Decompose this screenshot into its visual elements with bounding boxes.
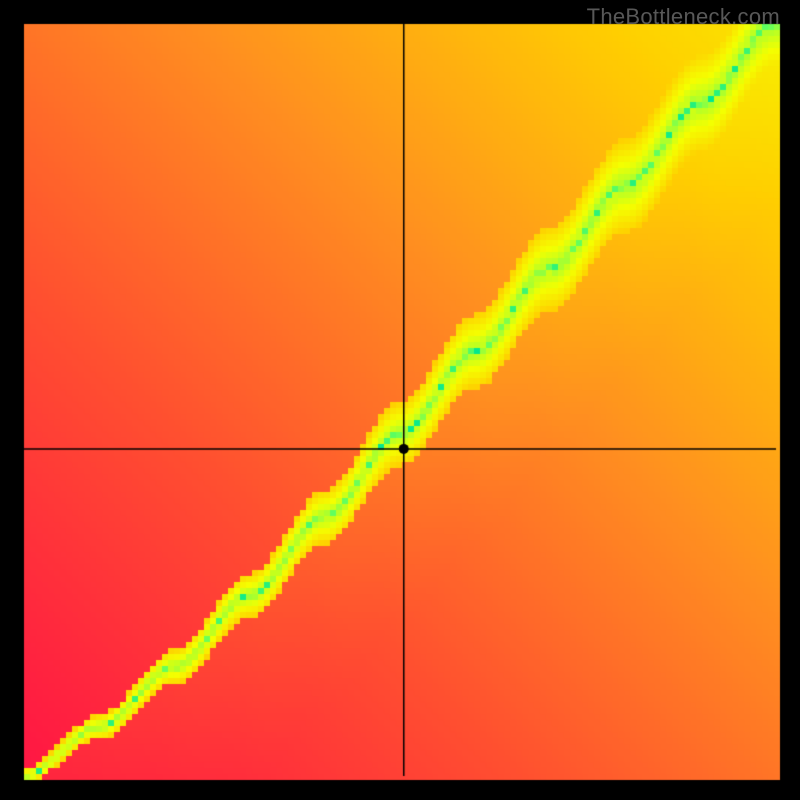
bottleneck-heatmap	[0, 0, 800, 800]
chart-container: TheBottleneck.com	[0, 0, 800, 800]
watermark-text: TheBottleneck.com	[587, 4, 780, 30]
